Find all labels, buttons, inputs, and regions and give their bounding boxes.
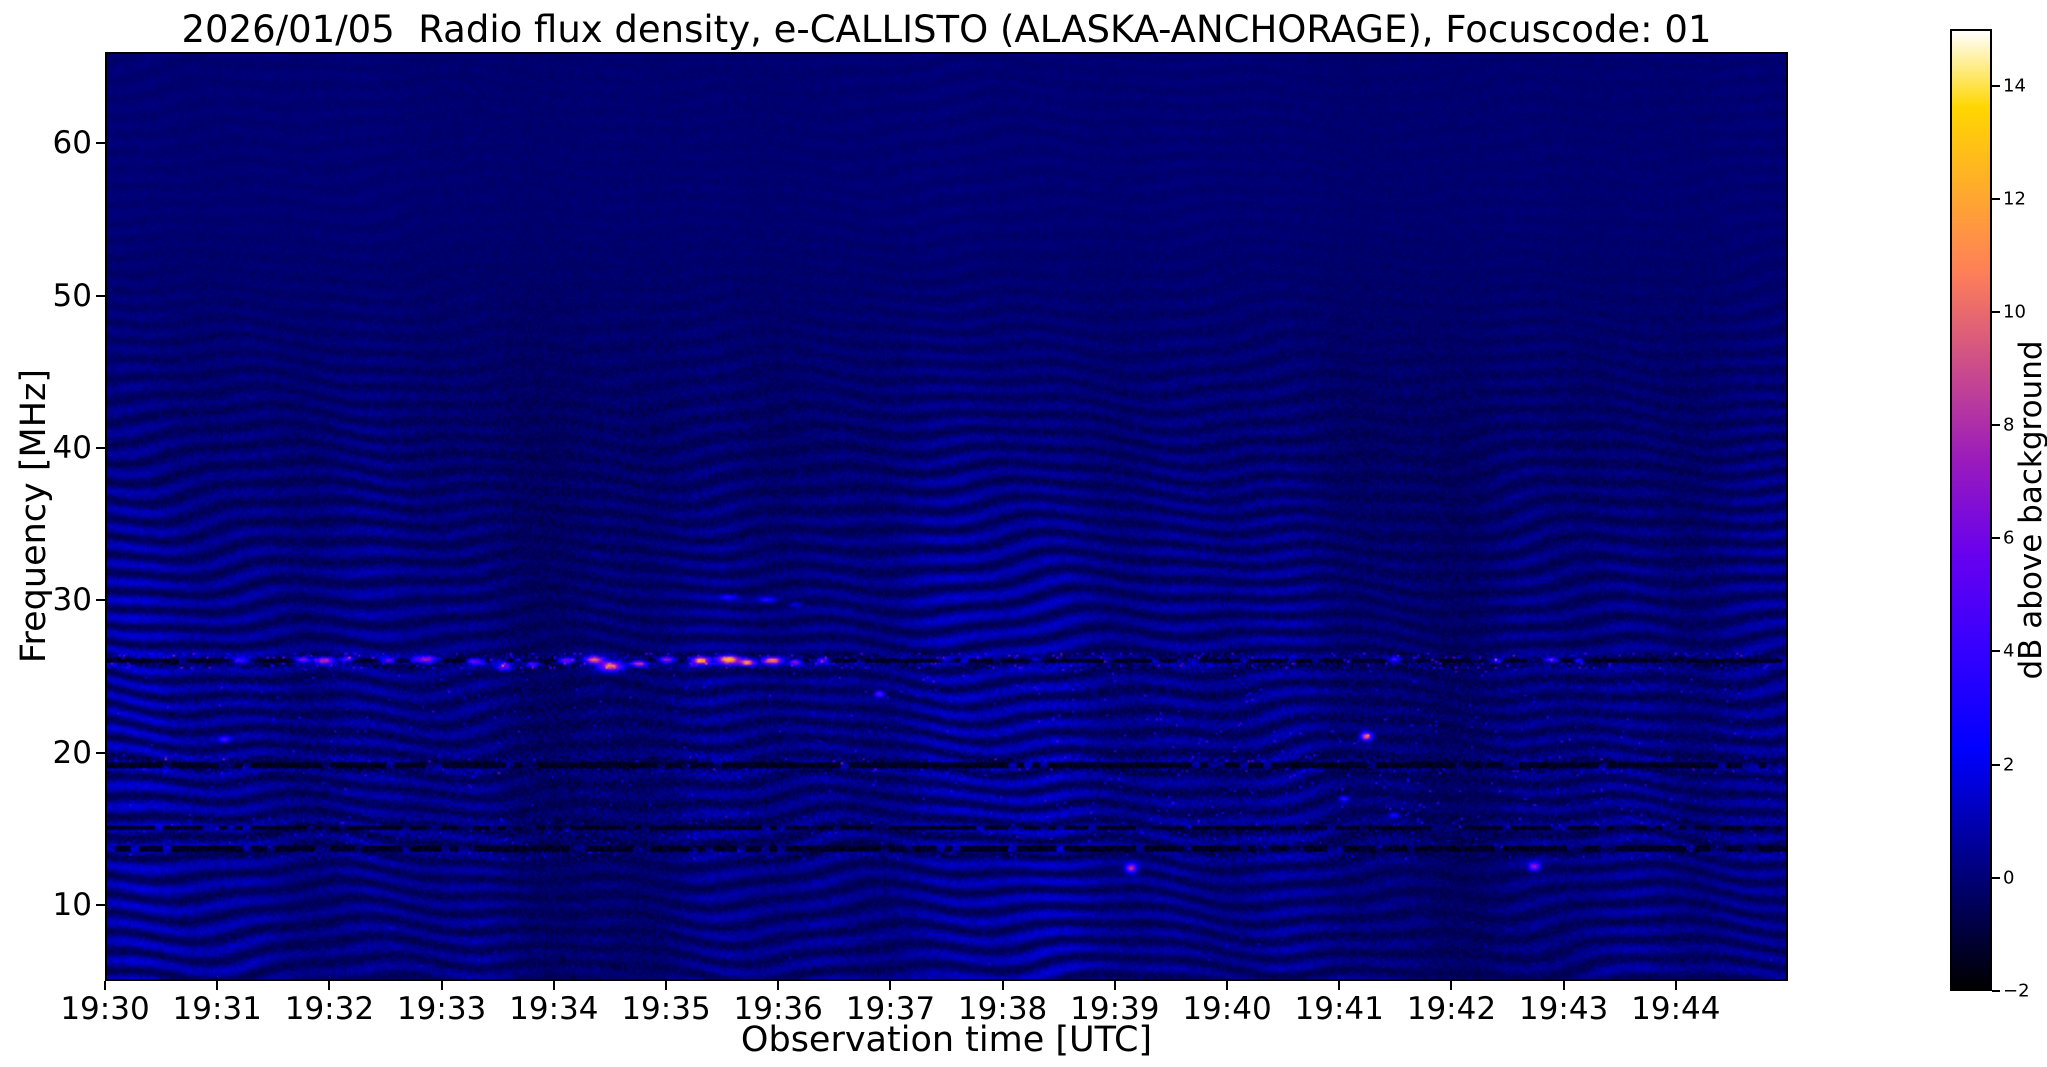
x-tick-mark xyxy=(1450,981,1453,990)
y-tick-mark xyxy=(96,294,105,297)
colorbar-label: dB above background xyxy=(2013,340,2047,680)
colorbar-tick-mark xyxy=(1992,763,2000,766)
colorbar-tick-mark xyxy=(1992,84,2000,87)
x-tick-mark xyxy=(440,981,443,990)
x-tick-label: 19:41 xyxy=(1294,991,1384,1027)
colorbar-tick-mark xyxy=(1992,424,2000,427)
y-tick-label: 40 xyxy=(52,429,92,466)
x-tick-label: 19:40 xyxy=(1182,991,1272,1027)
chart-title: 2026/01/05 Radio flux density, e-CALLIST… xyxy=(181,8,1712,51)
x-tick-label: 19:34 xyxy=(509,991,599,1027)
colorbar-tick-mark xyxy=(1992,310,2000,313)
y-tick-label: 50 xyxy=(52,277,92,314)
x-tick-label: 19:43 xyxy=(1518,991,1609,1027)
y-tick-mark xyxy=(96,903,105,906)
y-tick-label: 10 xyxy=(52,886,92,923)
x-tick-label: 19:39 xyxy=(1070,991,1160,1027)
x-tick-label: 19:32 xyxy=(284,991,375,1027)
x-tick-mark xyxy=(216,981,219,990)
colorbar-tick-mark xyxy=(1992,537,2000,540)
x-tick-label: 19:36 xyxy=(733,991,823,1027)
y-tick-label: 30 xyxy=(52,582,92,619)
x-tick-mark xyxy=(1113,981,1116,990)
x-tick-label: 19:38 xyxy=(957,991,1048,1027)
x-tick-mark xyxy=(552,981,555,990)
colorbar-tick-label: 10 xyxy=(2003,301,2026,323)
y-tick-mark xyxy=(96,599,105,602)
y-tick-mark xyxy=(96,446,105,449)
colorbar-tick-label: 2 xyxy=(2003,754,2015,776)
x-axis-label: Observation time [UTC] xyxy=(740,1020,1153,1060)
x-tick-label: 19:31 xyxy=(172,991,262,1027)
colorbar-tick-mark xyxy=(1992,990,2000,992)
x-tick-label: 19:35 xyxy=(621,991,711,1027)
x-tick-mark xyxy=(1674,981,1677,990)
x-tick-mark xyxy=(889,981,892,990)
colorbar-tick-mark xyxy=(1992,876,2000,879)
x-tick-label: 19:42 xyxy=(1406,991,1497,1027)
x-tick-mark xyxy=(1338,981,1341,990)
colorbar-gradient xyxy=(1952,31,1990,989)
y-tick-label: 20 xyxy=(52,734,92,771)
colorbar-tick-mark xyxy=(1992,650,2000,653)
colorbar-tick-label: 0 xyxy=(2003,867,2015,889)
x-tick-label: 19:44 xyxy=(1631,991,1721,1027)
x-tick-mark xyxy=(665,981,667,990)
spectrogram-canvas xyxy=(107,54,1786,979)
plot-area xyxy=(105,52,1788,981)
y-tick-label: 60 xyxy=(52,125,92,162)
x-tick-mark xyxy=(104,981,106,990)
y-axis-label: Frequency [MHz] xyxy=(14,368,54,664)
x-tick-mark xyxy=(777,981,780,990)
colorbar-tick-label: 6 xyxy=(2003,527,2015,549)
x-tick-mark xyxy=(1562,981,1565,990)
y-tick-mark xyxy=(96,142,105,145)
colorbar-tick-label: 14 xyxy=(2003,75,2026,97)
colorbar-tick-label: 4 xyxy=(2003,640,2015,662)
x-tick-mark xyxy=(1001,981,1004,990)
x-tick-mark xyxy=(1226,981,1228,990)
colorbar xyxy=(1950,29,1992,991)
y-tick-mark xyxy=(96,751,105,754)
x-tick-mark xyxy=(328,981,331,990)
colorbar-tick-label: 8 xyxy=(2003,414,2015,436)
colorbar-tick-mark xyxy=(1992,197,2000,200)
x-tick-label: 19:30 xyxy=(60,991,150,1027)
colorbar-tick-label: −2 xyxy=(2003,980,2030,1002)
colorbar-tick-label: 12 xyxy=(2003,188,2026,210)
x-tick-label: 19:33 xyxy=(396,991,487,1027)
x-tick-label: 19:37 xyxy=(845,991,936,1027)
